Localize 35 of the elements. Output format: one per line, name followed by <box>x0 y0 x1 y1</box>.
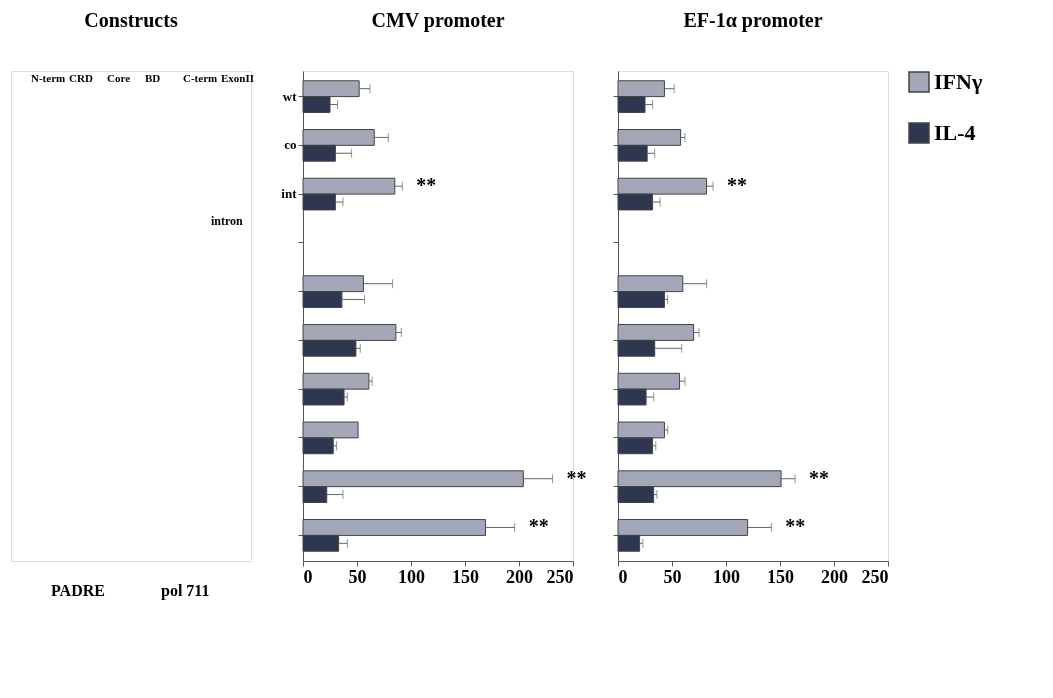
text: pol 711 <box>161 582 210 600</box>
data-label: ** <box>566 466 587 489</box>
x-tick-label: 100 <box>713 566 740 587</box>
text: C-term <box>183 72 218 84</box>
text: intron <box>211 214 244 228</box>
x-tick-label: 100 <box>398 566 425 587</box>
text: N-term <box>31 72 66 84</box>
text: Constructs <box>84 9 178 31</box>
x-tick-label: 200 <box>506 566 533 587</box>
x-tick-label: 150 <box>767 566 794 587</box>
text: CRD <box>69 72 93 84</box>
y-tick-label: int <box>281 186 298 202</box>
text: ExonII <box>221 72 255 84</box>
data-label: ** <box>785 515 806 538</box>
x-tick-label: 50 <box>663 566 682 587</box>
text: PADRE <box>51 582 105 599</box>
chart-title: EF-1α promoter <box>683 9 823 32</box>
data-label: ** <box>416 174 437 197</box>
x-tick-label: 150 <box>452 566 479 587</box>
x-tick-label: 0 <box>618 566 628 587</box>
legend-label: IFNγ <box>934 69 983 94</box>
y-tick-label: co <box>284 137 297 153</box>
x-tick-label: 50 <box>348 566 367 587</box>
chart-title: CMV promoter <box>371 9 505 32</box>
text: BD <box>145 72 161 84</box>
y-tick-label: wt <box>282 88 298 104</box>
x-tick-label: 250 <box>546 566 574 587</box>
x-tick-label: 250 <box>861 566 889 587</box>
data-label: ** <box>809 466 830 489</box>
legend-label: IL-4 <box>934 120 976 145</box>
x-tick-label: 200 <box>821 566 848 587</box>
data-label: ** <box>528 515 549 538</box>
text: Core <box>107 72 131 84</box>
x-tick-label: 0 <box>303 566 313 587</box>
data-label: ** <box>727 174 748 197</box>
